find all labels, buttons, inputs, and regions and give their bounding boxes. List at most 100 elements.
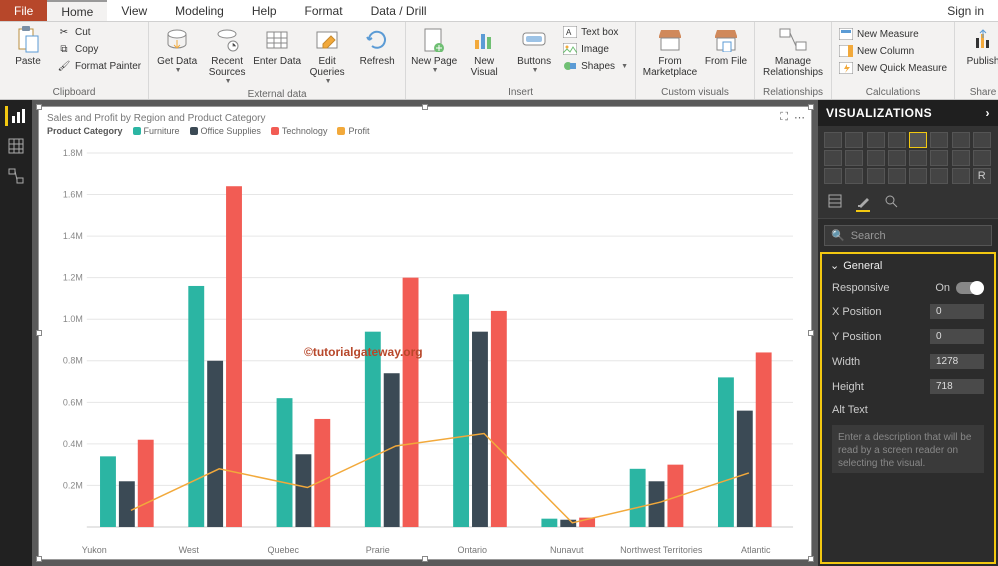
tab-fields-icon[interactable] [828, 194, 842, 212]
format-painter-button[interactable]: 🖌Format Painter [54, 58, 144, 74]
viz-thumb[interactable] [973, 132, 991, 148]
buttons-button[interactable]: Buttons▼ [510, 24, 558, 77]
row-height: Height718 [822, 374, 994, 399]
viz-thumb[interactable] [909, 168, 927, 184]
new-page-button[interactable]: New Page▼ [410, 24, 458, 77]
row-y-position: Y Position0 [822, 324, 994, 349]
viz-thumb[interactable] [824, 132, 842, 148]
nav-data-icon[interactable] [6, 136, 26, 156]
edit-queries-button[interactable]: Edit Queries▼ [303, 24, 351, 88]
format-search[interactable]: 🔍Search [824, 225, 992, 246]
legend-item-furniture: Furniture [133, 126, 180, 136]
viz-thumb[interactable] [867, 168, 885, 184]
viz-thumb[interactable] [973, 150, 991, 166]
viz-thumb[interactable] [952, 150, 970, 166]
input-height[interactable]: 718 [930, 379, 984, 394]
measure-icon [839, 27, 853, 41]
get-data-button[interactable]: Get Data▼ [153, 24, 201, 77]
image-button[interactable]: Image [560, 41, 631, 57]
row-responsive: Responsive On [822, 277, 994, 299]
viz-thumb[interactable] [867, 150, 885, 166]
legend-label: Product Category [47, 126, 123, 136]
ribbon-group-share: Publish Share [955, 22, 998, 99]
viz-thumb[interactable] [930, 132, 948, 148]
sign-in-link[interactable]: Sign in [933, 0, 998, 21]
input-width[interactable]: 1278 [930, 354, 984, 369]
label-responsive: Responsive [832, 282, 889, 294]
manage-relationships-button[interactable]: Manage Relationships [759, 24, 827, 80]
viz-thumb[interactable] [845, 150, 863, 166]
legend-item-office: Office Supplies [190, 126, 261, 136]
viz-thumb[interactable] [888, 132, 906, 148]
group-label-custom: Custom visuals [640, 86, 750, 99]
viz-thumb[interactable]: R [973, 168, 991, 184]
new-visual-button[interactable]: New Visual [460, 24, 508, 80]
viz-thumb[interactable] [845, 132, 863, 148]
copy-icon: ⧉ [57, 42, 71, 56]
ribbon-group-relationships: Manage Relationships Relationships [755, 22, 832, 99]
group-label-insert: Insert [410, 86, 631, 99]
enter-data-button[interactable]: Enter Data [253, 24, 301, 69]
viz-thumb-selected[interactable] [909, 132, 927, 148]
pane-header[interactable]: VISUALIZATIONS› [818, 100, 998, 126]
viz-thumb[interactable] [845, 168, 863, 184]
shapes-icon [563, 59, 577, 73]
new-column-button[interactable]: New Column [836, 43, 950, 59]
viz-thumb[interactable] [888, 168, 906, 184]
section-header-general[interactable]: ⌄General [822, 254, 994, 277]
paste-button[interactable]: Paste [4, 24, 52, 69]
svg-text:1.2M: 1.2M [63, 273, 83, 283]
tab-file[interactable]: File [0, 0, 47, 21]
new-measure-button[interactable]: New Measure [836, 26, 950, 42]
pane-tabs [818, 188, 998, 219]
recent-sources-button[interactable]: Recent Sources▼ [203, 24, 251, 88]
copy-button[interactable]: ⧉Copy [54, 41, 144, 57]
from-file-button[interactable]: From File [702, 24, 750, 69]
from-file-icon [712, 26, 740, 54]
more-options-icon[interactable]: ⋯ [794, 111, 805, 124]
viz-thumb[interactable] [952, 132, 970, 148]
group-label-relationships: Relationships [759, 86, 827, 99]
tab-modeling[interactable]: Modeling [161, 0, 238, 21]
chevron-down-icon: ⌄ [830, 259, 839, 272]
viz-thumb[interactable] [930, 150, 948, 166]
nav-report-icon[interactable] [5, 106, 25, 126]
viz-thumb[interactable] [930, 168, 948, 184]
svg-text:0.2M: 0.2M [63, 480, 83, 490]
input-x-position[interactable]: 0 [930, 304, 984, 319]
report-canvas[interactable]: ⛶ ⋯ Sales and Profit by Region and Produ… [38, 106, 812, 560]
svg-text:0.6M: 0.6M [63, 397, 83, 407]
tab-help[interactable]: Help [238, 0, 291, 21]
nav-model-icon[interactable] [6, 166, 26, 186]
svg-text:A: A [566, 28, 572, 37]
tab-view[interactable]: View [107, 0, 161, 21]
tab-data-drill[interactable]: Data / Drill [357, 0, 441, 21]
publish-button[interactable]: Publish [959, 24, 998, 69]
tab-analytics-icon[interactable] [884, 194, 898, 212]
toggle-responsive[interactable] [956, 282, 984, 294]
input-y-position[interactable]: 0 [930, 329, 984, 344]
focus-mode-icon[interactable]: ⛶ [780, 111, 788, 124]
tab-format-icon[interactable] [856, 194, 870, 212]
viz-thumb[interactable] [952, 168, 970, 184]
viz-thumb[interactable] [824, 150, 842, 166]
quick-measure-button[interactable]: New Quick Measure [836, 60, 950, 76]
viz-thumb[interactable] [888, 150, 906, 166]
format-general-section: ⌄General Responsive On X Position0 Y Pos… [820, 252, 996, 564]
viz-thumb[interactable] [824, 168, 842, 184]
textbox-button[interactable]: AText box [560, 24, 631, 40]
chart-svg: 0.2M0.4M0.6M0.8M1.0M1.2M1.4M1.6M1.8M [47, 149, 803, 537]
alt-text-input[interactable]: Enter a description that will be read by… [832, 425, 984, 473]
group-label-clipboard: Clipboard [4, 86, 144, 99]
shapes-button[interactable]: Shapes▼ [560, 58, 631, 74]
cut-button[interactable]: ✂Cut [54, 24, 144, 40]
viz-thumb[interactable] [867, 132, 885, 148]
marketplace-button[interactable]: From Marketplace [640, 24, 700, 80]
visualizations-pane: VISUALIZATIONS› R 🔍Search ⌄General Respo… [818, 100, 998, 566]
tab-format[interactable]: Format [291, 0, 357, 21]
refresh-button[interactable]: Refresh [353, 24, 401, 69]
chevron-right-icon: › [986, 106, 991, 120]
svg-text:0.4M: 0.4M [63, 439, 83, 449]
viz-thumb[interactable] [909, 150, 927, 166]
tab-home[interactable]: Home [47, 0, 107, 21]
